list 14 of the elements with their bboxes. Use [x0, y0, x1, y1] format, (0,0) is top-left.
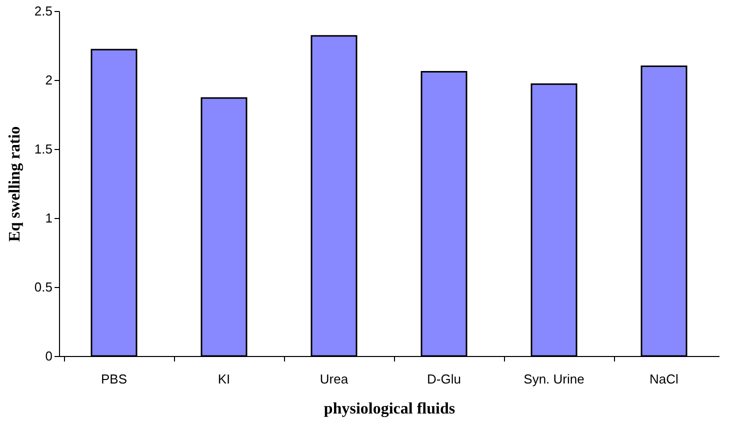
- x-tick-label: Urea: [320, 372, 349, 386]
- y-tick-label: 2: [45, 72, 52, 88]
- y-tick-label: 0: [45, 348, 52, 364]
- y-axis-title: Eq swelling ratio: [6, 126, 24, 242]
- y-tick-label: 0.5: [34, 280, 52, 294]
- y-tick-label: 1: [45, 210, 52, 226]
- x-tick-label: KI: [218, 372, 230, 386]
- x-axis-title: physiological fluids: [324, 400, 456, 418]
- y-tick-label: 2.5: [34, 4, 52, 18]
- x-tick-label: PBS: [100, 372, 128, 386]
- y-tick-label: 1.5: [34, 142, 52, 156]
- x-tick-label: D-Glu: [427, 372, 461, 386]
- x-tick-label: Syn. Urine: [524, 372, 584, 386]
- x-tick-label: NaCl: [650, 372, 679, 386]
